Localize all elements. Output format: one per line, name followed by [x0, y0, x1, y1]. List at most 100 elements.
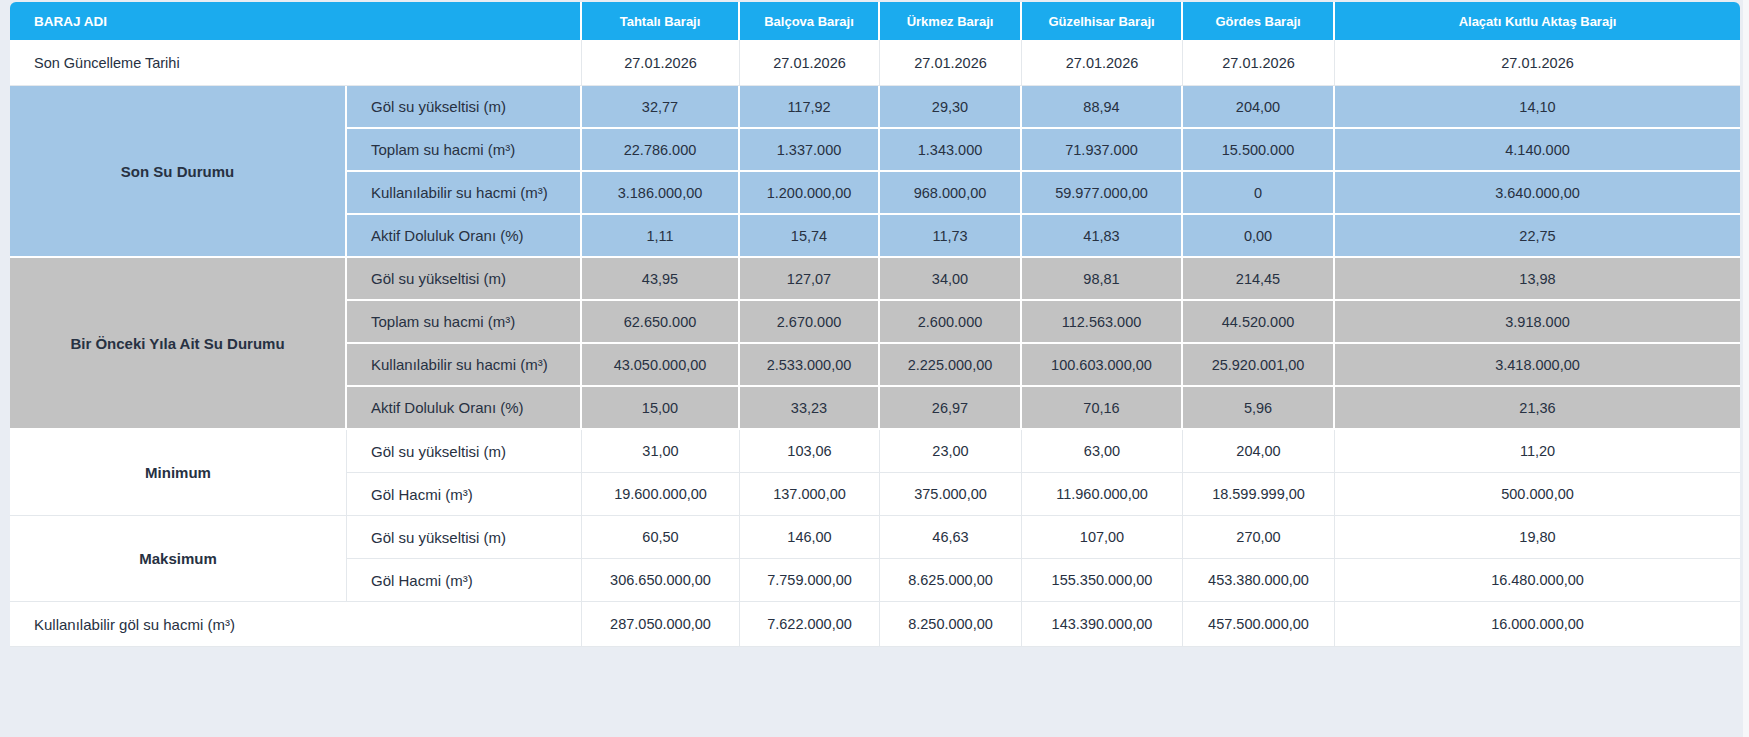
- value-cell: 46,63: [880, 516, 1022, 559]
- value-cell: 146,00: [740, 516, 880, 559]
- value-cell: 70,16: [1022, 387, 1183, 430]
- value-cell: 59.977.000,00: [1022, 172, 1183, 215]
- value-cell: 127,07: [740, 258, 880, 301]
- value-cell: 2.600.000: [880, 301, 1022, 344]
- row-label: Aktif Doluluk Oranı (%): [347, 215, 582, 258]
- row-label: Göl su yükseltisi (m): [347, 430, 582, 473]
- table-row: Minimum Göl su yükseltisi (m) 31,00 103,…: [10, 430, 1740, 473]
- value-cell: 23,00: [880, 430, 1022, 473]
- value-cell: 137.000,00: [740, 473, 880, 516]
- value-cell: 968.000,00: [880, 172, 1022, 215]
- value-cell: 5,96: [1183, 387, 1335, 430]
- value-cell: 60,50: [582, 516, 740, 559]
- value-cell: 7.759.000,00: [740, 559, 880, 602]
- value-cell: 3.418.000,00: [1335, 344, 1740, 387]
- row-label: Göl Hacmi (m³): [347, 559, 582, 602]
- value-cell: 214,45: [1183, 258, 1335, 301]
- value-cell: 11,73: [880, 215, 1022, 258]
- scrollbar-track[interactable]: [1743, 0, 1749, 737]
- header-row: BARAJ ADI Tahtalı Barajı Balçova Barajı …: [10, 2, 1740, 40]
- update-date-cell: 27.01.2026: [582, 40, 740, 86]
- value-cell: 15.500.000: [1183, 129, 1335, 172]
- table-row: Son Su Durumu Göl su yükseltisi (m) 32,7…: [10, 86, 1740, 129]
- column-header-dam: Alaçatı Kutlu Aktaş Barajı: [1335, 2, 1740, 40]
- value-cell: 306.650.000,00: [582, 559, 740, 602]
- value-cell: 2.225.000,00: [880, 344, 1022, 387]
- value-cell: 62.650.000: [582, 301, 740, 344]
- value-cell: 1.200.000,00: [740, 172, 880, 215]
- column-header-baraj-adi: BARAJ ADI: [10, 2, 582, 40]
- baraj-data-table: BARAJ ADI Tahtalı Barajı Balçova Barajı …: [10, 2, 1740, 647]
- update-date-cell: 27.01.2026: [1183, 40, 1335, 86]
- last-update-row: Son Güncelleme Tarihi 27.01.2026 27.01.2…: [10, 40, 1740, 86]
- value-cell: 2.670.000: [740, 301, 880, 344]
- column-header-dam: Ürkmez Barajı: [880, 2, 1022, 40]
- value-cell: 112.563.000: [1022, 301, 1183, 344]
- value-cell: 2.533.000,00: [740, 344, 880, 387]
- value-cell: 19,80: [1335, 516, 1740, 559]
- value-cell: 19.600.000,00: [582, 473, 740, 516]
- column-header-dam: Balçova Barajı: [740, 2, 880, 40]
- update-date-cell: 27.01.2026: [1022, 40, 1183, 86]
- value-cell: 34,00: [880, 258, 1022, 301]
- value-cell: 0,00: [1183, 215, 1335, 258]
- value-cell: 457.500.000,00: [1183, 602, 1335, 647]
- value-cell: 26,97: [880, 387, 1022, 430]
- value-cell: 4.140.000: [1335, 129, 1740, 172]
- value-cell: 29,30: [880, 86, 1022, 129]
- row-label-son-guncelleme: Son Güncelleme Tarihi: [10, 40, 582, 86]
- value-cell: 375.000,00: [880, 473, 1022, 516]
- value-cell: 15,00: [582, 387, 740, 430]
- row-label: Göl su yükseltisi (m): [347, 258, 582, 301]
- value-cell: 18.599.999,00: [1183, 473, 1335, 516]
- available-lake-water-row: Kullanılabilir göl su hacmi (m³) 287.050…: [10, 602, 1740, 647]
- column-header-dam: Gördes Barajı: [1183, 2, 1335, 40]
- table-row: Bir Önceki Yıla Ait Su Durumu Göl su yük…: [10, 258, 1740, 301]
- update-date-cell: 27.01.2026: [880, 40, 1022, 86]
- row-label-kullanilabilir-gol: Kullanılabilir göl su hacmi (m³): [10, 602, 582, 647]
- update-date-cell: 27.01.2026: [740, 40, 880, 86]
- value-cell: 100.603.000,00: [1022, 344, 1183, 387]
- value-cell: 25.920.001,00: [1183, 344, 1335, 387]
- value-cell: 3.640.000,00: [1335, 172, 1740, 215]
- value-cell: 13,98: [1335, 258, 1740, 301]
- value-cell: 270,00: [1183, 516, 1335, 559]
- row-label: Göl su yükseltisi (m): [347, 516, 582, 559]
- value-cell: 103,06: [740, 430, 880, 473]
- value-cell: 43.050.000,00: [582, 344, 740, 387]
- column-header-dam: Güzelhisar Barajı: [1022, 2, 1183, 40]
- value-cell: 204,00: [1183, 430, 1335, 473]
- row-label: Kullanılabilir su hacmi (m³): [347, 344, 582, 387]
- value-cell: 1,11: [582, 215, 740, 258]
- value-cell: 31,00: [582, 430, 740, 473]
- value-cell: 155.350.000,00: [1022, 559, 1183, 602]
- value-cell: 204,00: [1183, 86, 1335, 129]
- value-cell: 1.343.000: [880, 129, 1022, 172]
- section-label-minimum: Minimum: [10, 430, 347, 516]
- row-label: Aktif Doluluk Oranı (%): [347, 387, 582, 430]
- value-cell: 453.380.000,00: [1183, 559, 1335, 602]
- row-label: Toplam su hacmi (m³): [347, 129, 582, 172]
- value-cell: 32,77: [582, 86, 740, 129]
- section-label-son-su-durumu: Son Su Durumu: [10, 86, 347, 258]
- row-label: Göl Hacmi (m³): [347, 473, 582, 516]
- value-cell: 3.186.000,00: [582, 172, 740, 215]
- value-cell: 1.337.000: [740, 129, 880, 172]
- value-cell: 8.625.000,00: [880, 559, 1022, 602]
- value-cell: 107,00: [1022, 516, 1183, 559]
- value-cell: 287.050.000,00: [582, 602, 740, 647]
- value-cell: 3.918.000: [1335, 301, 1740, 344]
- value-cell: 7.622.000,00: [740, 602, 880, 647]
- section-label-maksimum: Maksimum: [10, 516, 347, 602]
- value-cell: 8.250.000,00: [880, 602, 1022, 647]
- value-cell: 41,83: [1022, 215, 1183, 258]
- value-cell: 11,20: [1335, 430, 1740, 473]
- row-label: Toplam su hacmi (m³): [347, 301, 582, 344]
- value-cell: 71.937.000: [1022, 129, 1183, 172]
- section-label-onceki-yil: Bir Önceki Yıla Ait Su Durumu: [10, 258, 347, 430]
- value-cell: 21,36: [1335, 387, 1740, 430]
- value-cell: 14,10: [1335, 86, 1740, 129]
- value-cell: 22,75: [1335, 215, 1740, 258]
- value-cell: 143.390.000,00: [1022, 602, 1183, 647]
- dam-water-table: BARAJ ADI Tahtalı Barajı Balçova Barajı …: [10, 2, 1740, 647]
